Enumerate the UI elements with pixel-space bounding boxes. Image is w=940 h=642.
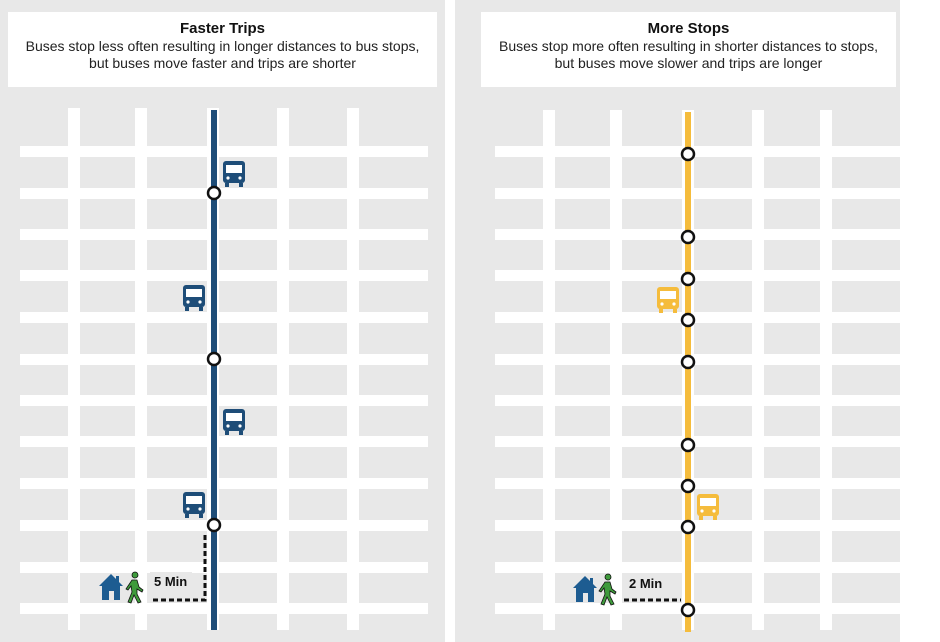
header-more-stops: More Stops Buses stop more often resulti… (481, 12, 896, 87)
bus-icon (183, 285, 205, 311)
bus-stop-marker (680, 146, 696, 618)
walking-path (150, 535, 207, 602)
panel-description-line2: but buses move faster and trips are shor… (89, 55, 356, 71)
pedestrian-icon (598, 573, 617, 606)
walk-time-label: 2 Min (629, 576, 662, 591)
panel-description-line1: Buses stop more often resulting in short… (499, 38, 878, 54)
street-grid (495, 110, 900, 630)
panel-faster-trips: 5 Min Faster Trips Buses stop less often… (0, 0, 445, 642)
walk-time-label: 5 Min (154, 574, 187, 589)
bus-stop-marker (206, 185, 222, 533)
header-faster-trips: Faster Trips Buses stop less often resul… (8, 12, 437, 87)
panel-description-line2: but buses move slower and trips are long… (554, 55, 823, 71)
street-map-faster-trips: 5 Min (20, 108, 428, 630)
street-grid (20, 108, 428, 630)
house-icon (99, 574, 123, 600)
pedestrian-icon (125, 571, 144, 604)
bus-icon (697, 494, 719, 520)
bus-icon (657, 287, 679, 313)
panel-title: Faster Trips (179, 20, 266, 37)
panel-description-line1: Buses stop less often resulting in longe… (25, 38, 420, 54)
panel-more-stops: 2 Min More Stops Buses stop more often r… (455, 0, 900, 642)
street-map-more-stops: 2 Min (495, 110, 900, 632)
bus-icon (223, 409, 245, 435)
bus-icon (223, 161, 245, 187)
house-icon (573, 576, 597, 602)
panel-title: More Stops (647, 20, 730, 37)
bus-icon (183, 492, 205, 518)
